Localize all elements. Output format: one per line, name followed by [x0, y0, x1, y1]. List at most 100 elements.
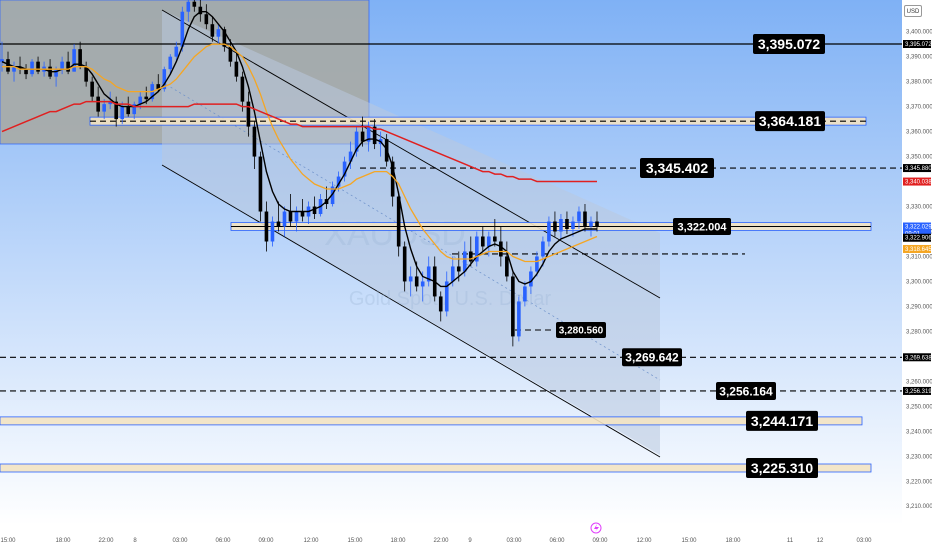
candle	[66, 51, 70, 75]
candle-body	[6, 59, 10, 72]
candle	[204, 4, 209, 30]
candle-body	[270, 221, 275, 242]
x-axis-tick: 18:00	[390, 538, 406, 544]
level-label: 3,269.642	[625, 351, 679, 365]
candle-body	[240, 76, 245, 102]
candle	[474, 231, 479, 267]
currency-button[interactable]: USD	[904, 5, 922, 17]
candle	[258, 151, 263, 222]
candle	[426, 256, 431, 287]
level-label-box	[622, 348, 682, 367]
level-label-box	[753, 34, 825, 54]
candle-body	[18, 66, 22, 70]
candle-body	[420, 281, 425, 287]
candle	[336, 171, 341, 192]
candle-body	[78, 49, 82, 67]
channel-lower-line	[161, 164, 661, 458]
candle	[541, 236, 545, 267]
price-tag-box	[903, 40, 931, 48]
candle	[36, 56, 40, 75]
level-zone	[89, 116, 867, 126]
time-axis-panel	[0, 525, 902, 550]
x-axis-tick: 03:00	[856, 538, 872, 544]
candle-body	[342, 161, 347, 177]
candle-body	[72, 49, 76, 72]
price-tag-box	[903, 386, 931, 395]
level-label-box	[716, 381, 776, 400]
candle-body	[372, 126, 377, 145]
y-axis-tick: 3,220.000	[906, 479, 932, 485]
candle-body	[180, 11, 185, 47]
instrument-watermark: Gold Spot / U.S. Dollar	[349, 288, 552, 310]
candle	[192, 0, 197, 12]
candle	[487, 231, 491, 257]
candle	[589, 216, 593, 237]
candle-body	[426, 266, 431, 282]
price-tag-label: 3,340.038	[905, 180, 932, 186]
candle-body	[577, 211, 581, 222]
x-axis-tick: 12:00	[303, 538, 319, 544]
y-axis-tick: 3,380.000	[906, 80, 932, 86]
candle-body	[264, 211, 269, 242]
x-axis-tick: 03:00	[172, 538, 188, 544]
candle-body	[192, 1, 197, 7]
candle	[132, 101, 137, 120]
candle-body	[444, 281, 449, 312]
y-axis-tick: 3,240.000	[906, 429, 932, 435]
candle	[276, 201, 281, 232]
x-axis-tick: 09:00	[592, 538, 608, 544]
level-label-box	[755, 111, 825, 132]
candle-body	[468, 251, 473, 262]
candle-body	[30, 61, 34, 75]
candle-body	[565, 219, 569, 230]
candle	[24, 64, 28, 80]
x-axis-tick: 12	[817, 538, 824, 544]
candle-body	[312, 206, 317, 215]
price-tag-label: 3,269.638	[905, 355, 932, 361]
candle	[481, 226, 485, 252]
candle-body	[535, 256, 539, 272]
candle-body	[438, 296, 443, 312]
candle-body	[276, 221, 281, 227]
x-axis-tick: 18:00	[55, 538, 71, 544]
candle-body	[474, 236, 479, 262]
candle	[210, 16, 215, 42]
symbol-watermark: XAUUSD	[324, 215, 466, 253]
candle	[186, 0, 191, 22]
candle	[438, 291, 443, 322]
candle	[60, 56, 64, 75]
candle-body	[66, 61, 70, 72]
candle-body	[258, 156, 263, 212]
y-axis-tick: 3,360.000	[906, 130, 932, 136]
level-label: 3,256.164	[719, 384, 773, 398]
x-axis-tick: 06:00	[549, 538, 565, 544]
candle-body	[511, 276, 515, 337]
level-label: 3,244.171	[751, 413, 813, 429]
level-label: 3,280.560	[559, 326, 604, 337]
candle	[246, 91, 251, 137]
x-axis-tick: 15:00	[681, 538, 697, 544]
y-axis-tick: 3,210.000	[906, 504, 932, 510]
candle	[468, 236, 473, 267]
price-tag-box	[903, 177, 931, 186]
candle	[216, 24, 221, 45]
candle-body	[54, 69, 58, 77]
candle	[354, 126, 359, 157]
level-label: 3,225.310	[751, 460, 813, 476]
candle-body	[252, 126, 257, 157]
candle-body	[144, 96, 149, 100]
candle-body	[156, 84, 161, 90]
y-axis-tick: 3,230.000	[906, 454, 932, 460]
candle-body	[90, 81, 94, 97]
candle-body	[348, 151, 353, 162]
candle	[162, 66, 167, 92]
lightning-icon	[594, 524, 599, 532]
candle	[264, 201, 269, 252]
candle-body	[493, 236, 497, 242]
candle	[553, 211, 557, 237]
candle	[174, 41, 179, 62]
candle	[523, 281, 527, 307]
candle-body	[300, 211, 305, 217]
